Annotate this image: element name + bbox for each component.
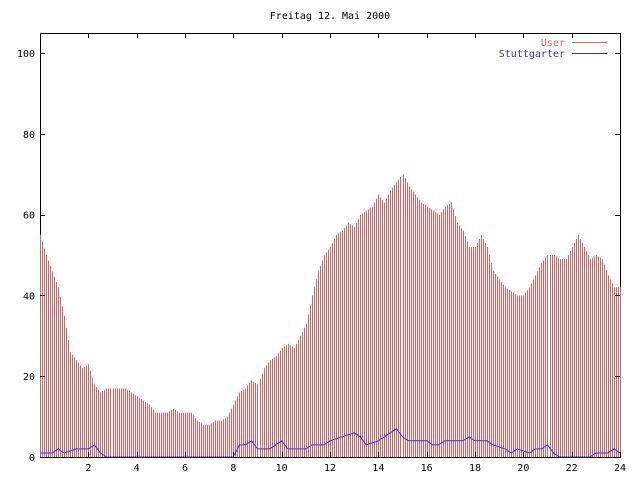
x-tick-label: 12 [324, 463, 336, 474]
x-tick-label: 8 [230, 463, 236, 474]
y-tick-label: 20 [23, 372, 35, 383]
chart-title: Freitag 12. Mai 2000 [270, 11, 390, 22]
x-tick-label: 6 [182, 463, 188, 474]
x-tick-label: 18 [469, 463, 481, 474]
x-tick-label: 4 [134, 463, 140, 474]
y-tick-label: 0 [29, 453, 35, 464]
x-tick-label: 10 [276, 463, 288, 474]
y-axis: 0 20 40 60 80 100 [17, 49, 620, 464]
x-tick-label: 2 [85, 463, 91, 474]
y-tick-label: 80 [23, 130, 35, 141]
stuttgarter-line [40, 428, 621, 458]
x-axis: 2 4 6 8 10 12 14 16 18 20 22 24 [85, 33, 626, 474]
legend-stuttgarter-label: Stuttgarter [499, 49, 565, 60]
x-tick-label: 14 [372, 463, 384, 474]
x-tick-label: 20 [517, 463, 529, 474]
legend: User Stuttgarter [499, 38, 607, 60]
x-tick-label: 16 [421, 463, 433, 474]
x-tick-label: 24 [614, 463, 626, 474]
y-tick-label: 100 [17, 49, 35, 60]
y-tick-label: 60 [23, 211, 35, 222]
user-impulses [40, 174, 621, 457]
legend-user-label: User [541, 38, 565, 49]
x-tick-label: 22 [566, 463, 578, 474]
y-tick-label: 40 [23, 291, 35, 302]
